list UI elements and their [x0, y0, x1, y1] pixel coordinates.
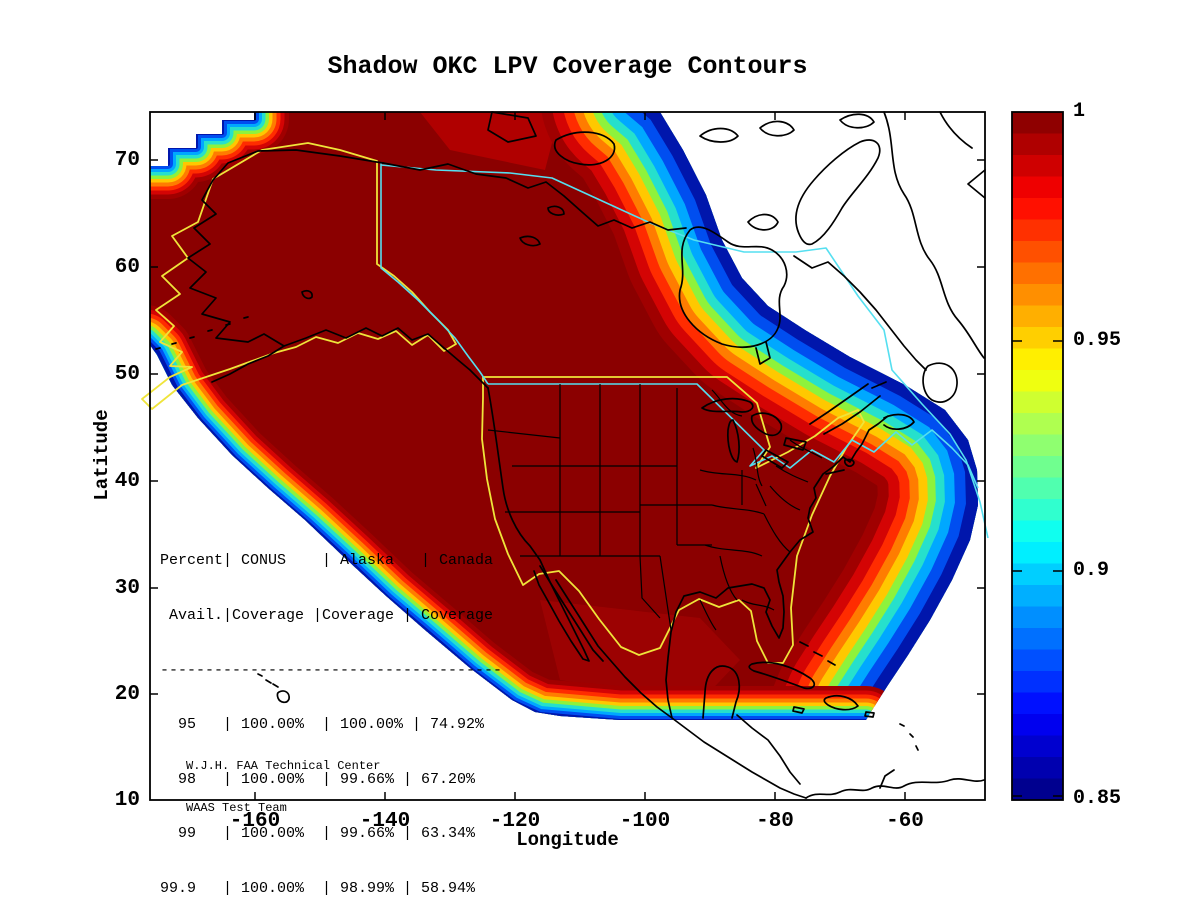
colorbar-band: [1012, 348, 1063, 371]
y-tick-label: 20: [114, 683, 140, 706]
colorbar-band: [1012, 542, 1063, 565]
colorbar-band: [1012, 241, 1063, 264]
y-tick-label: 50: [114, 363, 140, 386]
credit-line: WAAS Test Team: [186, 801, 287, 815]
colorbar-band: [1012, 456, 1063, 479]
colorbar-band: [1012, 327, 1063, 350]
coverage-table-row: 99.9 | 100.00% | 98.99% | 58.94%: [160, 880, 476, 898]
y-tick-label: 70: [114, 149, 140, 172]
colorbar-band: [1012, 757, 1063, 780]
colorbar-band: [1012, 434, 1063, 457]
x-tick-label: -140: [359, 810, 411, 833]
colorbar-band: [1012, 133, 1063, 156]
colorbar-tick-label: 0.95: [1073, 329, 1122, 352]
colorbar-band: [1012, 671, 1063, 694]
state-borders: [487, 384, 823, 631]
y-axis-label: Latitude: [91, 409, 113, 501]
us-canada-border-line: [488, 383, 979, 489]
x-tick-label: -120: [489, 810, 541, 833]
colorbar-band: [1012, 585, 1063, 608]
colorbar-band: [1012, 370, 1063, 393]
coverage-0.99-patch: [420, 112, 560, 170]
y-tick-label: 60: [114, 256, 140, 279]
colorbar-band: [1012, 305, 1063, 328]
alaska-service-boundary: [141, 142, 457, 410]
coverage-table-row: 95 | 100.00% | 100.00% | 74.92%: [160, 716, 485, 734]
x-tick-label: -160: [229, 810, 281, 833]
colorbar-band: [1012, 155, 1063, 178]
colorbar-band: [1012, 413, 1063, 436]
colorbar-ticks: [1012, 340, 1063, 797]
colorbar-band: [1012, 735, 1063, 758]
colorbar-band: [1012, 198, 1063, 221]
colorbar-band: [1012, 499, 1063, 522]
colorbar-band: [1012, 649, 1063, 672]
coverage-table-row: 99 | 100.00% | 99.66% | 63.34%: [160, 825, 476, 843]
colorbar-band: [1012, 262, 1063, 285]
arctic-boundary-line: [380, 164, 989, 539]
x-axis-label: Longitude: [516, 829, 619, 851]
colorbar-band: [1012, 284, 1063, 307]
colorbar-band: [1012, 628, 1063, 651]
y-tick-label: 10: [114, 789, 140, 812]
colorbar-band: [1012, 112, 1063, 135]
fringe-northeast-atlantic: [540, 112, 978, 720]
coverage-table-header: Avail.|Coverage |Coverage | Coverage: [160, 607, 494, 625]
colorbar-band: [1012, 176, 1063, 199]
coastlines: [155, 111, 986, 799]
colorbar-band: [1012, 391, 1063, 414]
axis-ticks: [150, 112, 985, 800]
coverage-table: Percent| CONUS | Alaska | Canada Avail.|…: [160, 516, 502, 900]
coverage-table-separator: --------------------------------------: [160, 661, 503, 679]
colorbar-frame: [1011, 111, 1064, 801]
coverage-table-row: 98 | 100.00% | 99.66% | 67.20%: [160, 770, 476, 788]
border-lines-cyan: [380, 163, 989, 539]
coverage-table-header: Percent| CONUS | Alaska | Canada: [160, 552, 494, 570]
credit-line: W.J.H. FAA Technical Center: [186, 759, 381, 773]
x-tick-label: -100: [619, 810, 671, 833]
colorbar-band: [1012, 477, 1063, 500]
conus-service-boundary: [481, 376, 865, 664]
figure-title: Shadow OKC LPV Coverage Contours: [327, 52, 808, 81]
colorbar-band: [1012, 563, 1063, 586]
x-tick-label: -80: [756, 810, 794, 833]
colorbar-band: [1012, 219, 1063, 242]
alaska-canada-border-line: [380, 163, 489, 385]
colorbar-band: [1012, 606, 1063, 629]
colorbar-band: [1012, 714, 1063, 737]
colorbar-tick-label: 0.85: [1073, 787, 1122, 810]
y-tick-label: 40: [114, 470, 140, 493]
colorbar-gradient: [1012, 112, 1063, 801]
x-tick-label: -60: [886, 810, 924, 833]
y-tick-label: 30: [114, 577, 140, 600]
colorbar: [1011, 111, 1064, 801]
colorbar-band: [1012, 692, 1063, 715]
service-boundary-yellow: [141, 142, 865, 664]
colorbar-tick-label: 0.9: [1073, 559, 1110, 582]
colorbar-tick-label: 1: [1073, 100, 1086, 123]
colorbar-band: [1012, 778, 1063, 801]
colorbar-band: [1012, 520, 1063, 543]
credit-block: W.J.H. FAA Technical Center WAAS Test Te…: [186, 731, 380, 843]
coverage-0.995-patch: [540, 600, 740, 702]
plot-frame: [149, 111, 986, 801]
